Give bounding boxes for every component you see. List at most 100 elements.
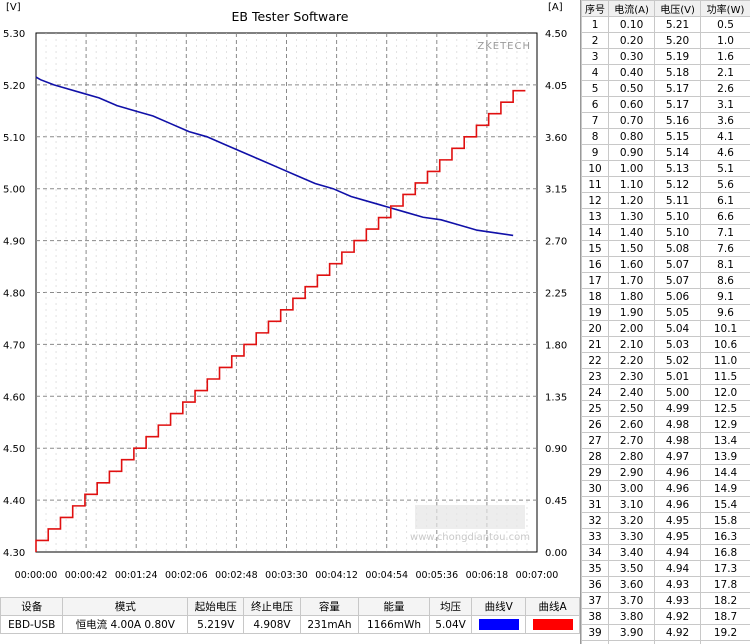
table-row[interactable]: 23 2.30 5.01 11.5 [581,368,750,385]
row-voltage: 5.10 [654,224,702,241]
y-right-tick-label: 3.60 [545,133,567,144]
row-current: 3.90 [608,624,656,641]
row-index: 14 [581,224,610,241]
table-row[interactable]: 15 1.50 5.08 7.6 [581,240,750,257]
row-voltage: 4.94 [654,544,702,561]
row-current: 3.60 [608,576,656,593]
table-row[interactable]: 27 2.70 4.98 13.4 [581,432,750,449]
summary-mode: 恒电流 4.00A 0.80V [62,615,189,634]
brand-logo-block [415,505,525,529]
row-index: 37 [581,592,610,609]
y-right-tick-label: 2.25 [545,289,567,300]
table-row[interactable]: 31 3.10 4.96 15.4 [581,496,750,513]
table-row[interactable]: 2 0.20 5.20 1.0 [581,32,750,49]
table-row[interactable]: 19 1.90 5.05 9.6 [581,304,750,321]
table-row[interactable]: 21 2.10 5.03 10.6 [581,336,750,353]
table-row[interactable]: 17 1.70 5.07 8.6 [581,272,750,289]
row-voltage: 5.04 [654,320,702,337]
row-voltage: 4.91 [654,640,702,644]
col-power-header[interactable]: 功率(W) [700,0,750,17]
row-index: 8 [581,128,610,145]
row-power: 18.2 [700,592,750,609]
row-index: 20 [581,320,610,337]
y-left-tick-label: 4.30 [3,548,25,559]
x-tick-label: 00:00:00 [15,570,58,581]
table-row[interactable]: 5 0.50 5.17 2.6 [581,80,750,97]
row-voltage: 5.14 [654,144,702,161]
row-voltage: 5.18 [654,64,702,81]
table-row[interactable]: 29 2.90 4.96 14.4 [581,464,750,481]
row-voltage: 5.21 [654,16,702,33]
col-voltage-header[interactable]: 电压(V) [654,0,702,17]
col-current-header[interactable]: 电流(A) [608,0,656,17]
table-row[interactable]: 6 0.60 5.17 3.1 [581,96,750,113]
table-row[interactable]: 404.004.9119.6 [581,640,750,644]
row-current: 2.10 [608,336,656,353]
summary-energy: 1166mWh [358,615,430,634]
x-tick-label: 00:02:48 [215,570,258,581]
row-current: 0.90 [608,144,656,161]
row-index: 5 [581,80,610,97]
row-power: 4.6 [700,144,750,161]
table-row[interactable]: 12 1.20 5.11 6.1 [581,192,750,209]
row-index: 6 [581,96,610,113]
table-row[interactable]: 1 0.10 5.21 0.5 [581,16,750,33]
table-row[interactable]: 22 2.20 5.02 11.0 [581,352,750,369]
table-row[interactable]: 7 0.70 5.16 3.6 [581,112,750,129]
table-row[interactable]: 25 2.50 4.99 12.5 [581,400,750,417]
row-voltage: 5.02 [654,352,702,369]
data-table[interactable]: 序号 电流(A) 电压(V) 功率(W) 1 0.10 5.21 0.5 2 0.20 5.… [580,0,750,644]
summary-curve-v-color[interactable] [471,615,527,634]
row-index: 25 [581,400,610,417]
y-right-tick-label: 4.50 [545,29,567,40]
summary-data-row[interactable]: EBD-USB 恒电流 4.00A 0.80V 5.219V 4.908V 23… [0,615,580,634]
row-voltage: 4.93 [654,576,702,593]
table-row[interactable]: 28 2.80 4.97 13.9 [581,448,750,465]
col-index-header[interactable]: 序号 [581,0,610,17]
table-row[interactable]: 9 0.90 5.14 4.6 [581,144,750,161]
table-row[interactable]: 4 0.40 5.18 2.1 [581,64,750,81]
table-row[interactable]: 26 2.60 4.98 12.9 [581,416,750,433]
row-current: 2.00 [608,320,656,337]
table-row[interactable]: 16 1.60 5.07 8.1 [581,256,750,273]
row-current: 1.50 [608,240,656,257]
table-row[interactable]: 8 0.80 5.15 4.1 [581,128,750,145]
table-row[interactable]: 3 0.30 5.19 1.6 [581,48,750,65]
table-row[interactable]: 24 2.40 5.00 12.0 [581,384,750,401]
curve-a-swatch[interactable] [532,619,573,630]
table-row[interactable]: 11 1.10 5.12 5.6 [581,176,750,193]
table-row[interactable]: 37 3.70 4.93 18.2 [581,592,750,609]
table-row[interactable]: 32 3.20 4.95 15.8 [581,512,750,529]
row-index: 33 [581,528,610,545]
table-row[interactable]: 30 3.00 4.96 14.9 [581,480,750,497]
table-row[interactable]: 38 3.80 4.92 18.7 [581,608,750,625]
table-row[interactable]: 20 2.00 5.04 10.1 [581,320,750,337]
table-row[interactable]: 33 3.30 4.95 16.3 [581,528,750,545]
row-power: 18.7 [700,608,750,625]
row-current: 3.70 [608,592,656,609]
table-row[interactable]: 35 3.50 4.94 17.3 [581,560,750,577]
summary-curve-a-color[interactable] [525,615,580,634]
row-current: 2.40 [608,384,656,401]
table-row[interactable]: 18 1.80 5.06 9.1 [581,288,750,305]
row-index: 12 [581,192,610,209]
voltage-curve [35,76,514,237]
y-right-tick-label: 2.70 [545,237,567,248]
row-voltage: 5.12 [654,176,702,193]
row-voltage: 4.93 [654,592,702,609]
row-voltage: 4.96 [654,496,702,513]
row-voltage: 4.94 [654,560,702,577]
row-power: 15.4 [700,496,750,513]
table-row[interactable]: 36 3.60 4.93 17.8 [581,576,750,593]
curve-v-swatch[interactable] [478,619,519,630]
row-current: 2.70 [608,432,656,449]
table-row[interactable]: 14 1.40 5.10 7.1 [581,224,750,241]
table-row[interactable]: 39 3.90 4.92 19.2 [581,624,750,641]
row-power: 19.6 [700,640,750,644]
table-row[interactable]: 13 1.30 5.10 6.6 [581,208,750,225]
row-voltage: 5.03 [654,336,702,353]
table-row[interactable]: 10 1.00 5.13 5.1 [581,160,750,177]
row-current: 1.60 [608,256,656,273]
row-power: 9.6 [700,304,750,321]
table-row[interactable]: 34 3.40 4.94 16.8 [581,544,750,561]
